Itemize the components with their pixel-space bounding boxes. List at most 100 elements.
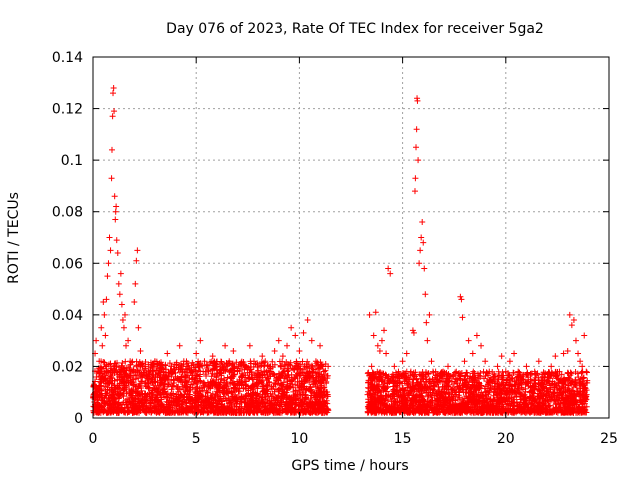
data-point: [234, 368, 241, 375]
data-point: [189, 368, 196, 375]
dense-data-point: [288, 371, 295, 378]
dense-data-point: [315, 378, 322, 385]
dense-data-point: [242, 406, 249, 413]
data-point: [422, 291, 429, 298]
dense-data-point: [564, 393, 571, 400]
dense-data-point: [560, 377, 567, 384]
dense-data-point: [309, 369, 316, 376]
dense-data-point: [150, 382, 157, 389]
dense-data-point: [476, 401, 483, 408]
dense-data-point: [93, 373, 100, 380]
data-point: [135, 324, 142, 331]
data-point: [137, 347, 144, 354]
dense-data-point: [287, 362, 294, 369]
data-point: [98, 324, 105, 331]
dense-data-point: [289, 399, 296, 406]
dense-data-point: [152, 385, 159, 392]
data-point: [376, 347, 383, 354]
data-point: [275, 337, 282, 344]
dense-data-point: [102, 375, 109, 382]
dense-data-point: [311, 390, 318, 397]
dense-data-point: [240, 358, 247, 365]
dense-data-point: [216, 407, 223, 414]
dense-data-point: [119, 391, 126, 398]
dense-data-point: [419, 368, 426, 375]
dense-data-point: [138, 384, 145, 391]
dense-data-point: [228, 362, 235, 369]
dense-data-point: [150, 367, 157, 374]
dense-data-point: [271, 407, 278, 414]
dense-data-point: [155, 370, 162, 377]
dense-data-point: [208, 373, 215, 380]
data-point: [405, 378, 412, 385]
data-point: [374, 342, 381, 349]
dense-data-point: [139, 378, 146, 385]
dense-data-point: [212, 396, 219, 403]
dense-data-point: [436, 387, 443, 394]
dense-data-point: [383, 409, 390, 416]
data-point: [317, 342, 324, 349]
dense-data-point: [365, 369, 372, 376]
dense-data-point: [551, 408, 558, 415]
dense-data-point: [444, 404, 451, 411]
dense-data-point: [200, 398, 207, 405]
data-point: [164, 350, 171, 357]
dense-data-point: [308, 392, 315, 399]
dense-data-point: [570, 392, 577, 399]
dense-data-point: [238, 395, 245, 402]
dense-data-point: [496, 403, 503, 410]
dense-data-point: [194, 401, 201, 408]
dense-data-point: [535, 377, 542, 384]
dense-data-point: [151, 397, 158, 404]
dense-data-point: [216, 381, 223, 388]
dense-data-point: [112, 398, 119, 405]
dense-data-point: [136, 409, 143, 416]
dense-data-point: [470, 373, 477, 380]
dense-data-point: [262, 408, 269, 415]
data-point: [123, 342, 130, 349]
dense-data-point: [254, 391, 261, 398]
dense-data-point: [275, 386, 282, 393]
dense-data-point: [576, 379, 583, 386]
dense-data-point: [104, 400, 111, 407]
dense-data-point: [537, 401, 544, 408]
dense-data-point: [250, 383, 257, 390]
dense-data-point: [303, 370, 310, 377]
dense-data-point: [275, 409, 282, 416]
dense-data-point: [371, 391, 378, 398]
dense-data-point: [154, 388, 161, 395]
dense-data-point: [579, 378, 586, 385]
dense-data-point: [417, 406, 424, 413]
dense-data-point: [157, 404, 164, 411]
dense-data-point: [193, 372, 200, 379]
dense-data-point: [103, 391, 110, 398]
data-point: [296, 347, 303, 354]
dense-data-point: [409, 402, 416, 409]
dense-data-point: [166, 360, 173, 367]
data-point: [117, 270, 124, 277]
dense-data-point: [440, 398, 447, 405]
dense-data-point: [311, 405, 318, 412]
dense-data-point: [529, 397, 536, 404]
dense-data-point: [418, 372, 425, 379]
data-point: [139, 363, 146, 370]
dense-data-point: [173, 383, 180, 390]
dense-data-point: [576, 385, 583, 392]
dense-data-point: [401, 402, 408, 409]
data-point: [370, 332, 377, 339]
data-point: [111, 108, 118, 115]
data-point: [176, 342, 183, 349]
dense-data-point: [579, 406, 586, 413]
chart-title: Day 076 of 2023, Rate Of TEC Index for r…: [166, 21, 544, 37]
dense-data-point: [108, 373, 115, 380]
dense-data-point: [243, 403, 250, 410]
dense-data-point: [293, 359, 300, 366]
dense-data-point: [529, 407, 536, 414]
data-point: [134, 247, 141, 254]
dense-data-point: [300, 366, 307, 373]
dense-data-point: [208, 408, 215, 415]
dense-data-point: [182, 408, 189, 415]
dense-data-point: [438, 402, 445, 409]
dense-data-point: [545, 402, 552, 409]
